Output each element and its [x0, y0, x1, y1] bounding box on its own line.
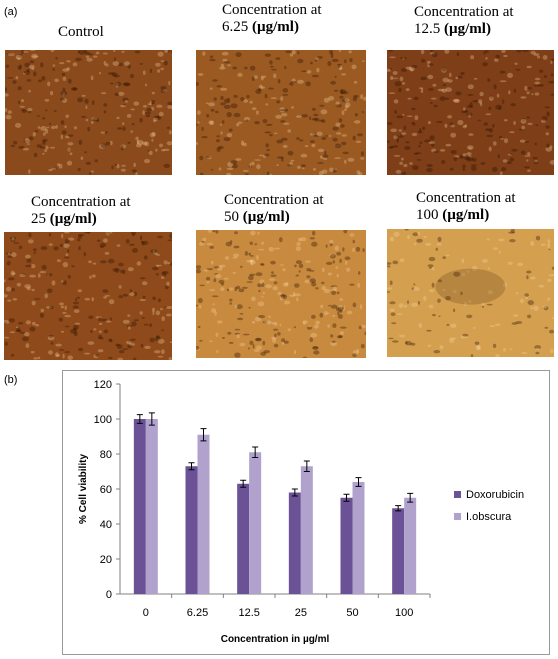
- legend-swatch-iobscura: [454, 513, 461, 520]
- legend-swatch-doxorubicin: [454, 491, 461, 498]
- micrograph-control: [5, 50, 172, 175]
- legend-label-doxorubicin: Doxorubicin: [466, 489, 524, 501]
- caption-50: Concentration at 50 (µg/ml): [224, 192, 324, 225]
- bar-iobscura-0: [145, 419, 158, 594]
- x-tick-label: 25: [295, 607, 307, 619]
- legend-label-iobscura: I.obscura: [466, 511, 512, 523]
- caption-12-5: Concentration at 12.5 (µg/ml): [414, 4, 514, 37]
- panel-b-label: (b): [4, 374, 18, 386]
- bar-iobscura-100: [404, 497, 417, 594]
- bar-iobscura-50: [352, 482, 365, 594]
- y-tick-label: 40: [100, 519, 112, 531]
- caption-6-25: Concentration at 6.25 (µg/ml): [222, 2, 322, 35]
- micrograph-12-5: [387, 50, 554, 175]
- bar-doxorubicin-6-25: [185, 466, 198, 594]
- x-tick-label: 12.5: [238, 607, 259, 619]
- bar-doxorubicin-25: [288, 492, 301, 594]
- y-tick-label: 0: [106, 589, 112, 601]
- caption-control: Control: [58, 24, 104, 40]
- x-tick-label: 6.25: [187, 607, 208, 619]
- micrograph-25: [4, 232, 172, 360]
- y-tick-label: 100: [94, 414, 112, 426]
- y-tick-label: 80: [100, 449, 112, 461]
- bar-doxorubicin-0: [133, 419, 146, 594]
- x-tick-label: 100: [395, 607, 413, 619]
- bar-iobscura-12-5: [249, 452, 262, 594]
- micrograph-100: [387, 229, 554, 357]
- y-tick-label: 60: [100, 484, 112, 496]
- bar-iobscura-6-25: [197, 434, 210, 594]
- bar-doxorubicin-50: [340, 497, 353, 594]
- y-axis-title: % Cell viability: [78, 454, 89, 524]
- micrograph-50: [196, 230, 366, 358]
- x-tick-label: 50: [346, 607, 358, 619]
- panel-a-label: (a): [4, 6, 18, 18]
- micrograph-6-25: [196, 50, 366, 175]
- bar-iobscura-25: [300, 466, 313, 594]
- caption-25: Concentration at 25 (µg/ml): [31, 194, 131, 227]
- x-tick-label: 0: [143, 607, 149, 619]
- y-tick-label: 120: [94, 379, 112, 391]
- bar-chart: 0 20 40 60 80 100 120 0 6.25 12.5 25 50 100 % Cell vi…: [78, 379, 524, 645]
- bar-doxorubicin-100: [392, 508, 405, 594]
- bar-doxorubicin-12-5: [237, 483, 250, 594]
- y-tick-label: 20: [100, 554, 112, 566]
- caption-100: Concentration at 100 (µg/ml): [416, 190, 516, 223]
- x-axis-title: Concentration in µg/ml: [221, 634, 330, 645]
